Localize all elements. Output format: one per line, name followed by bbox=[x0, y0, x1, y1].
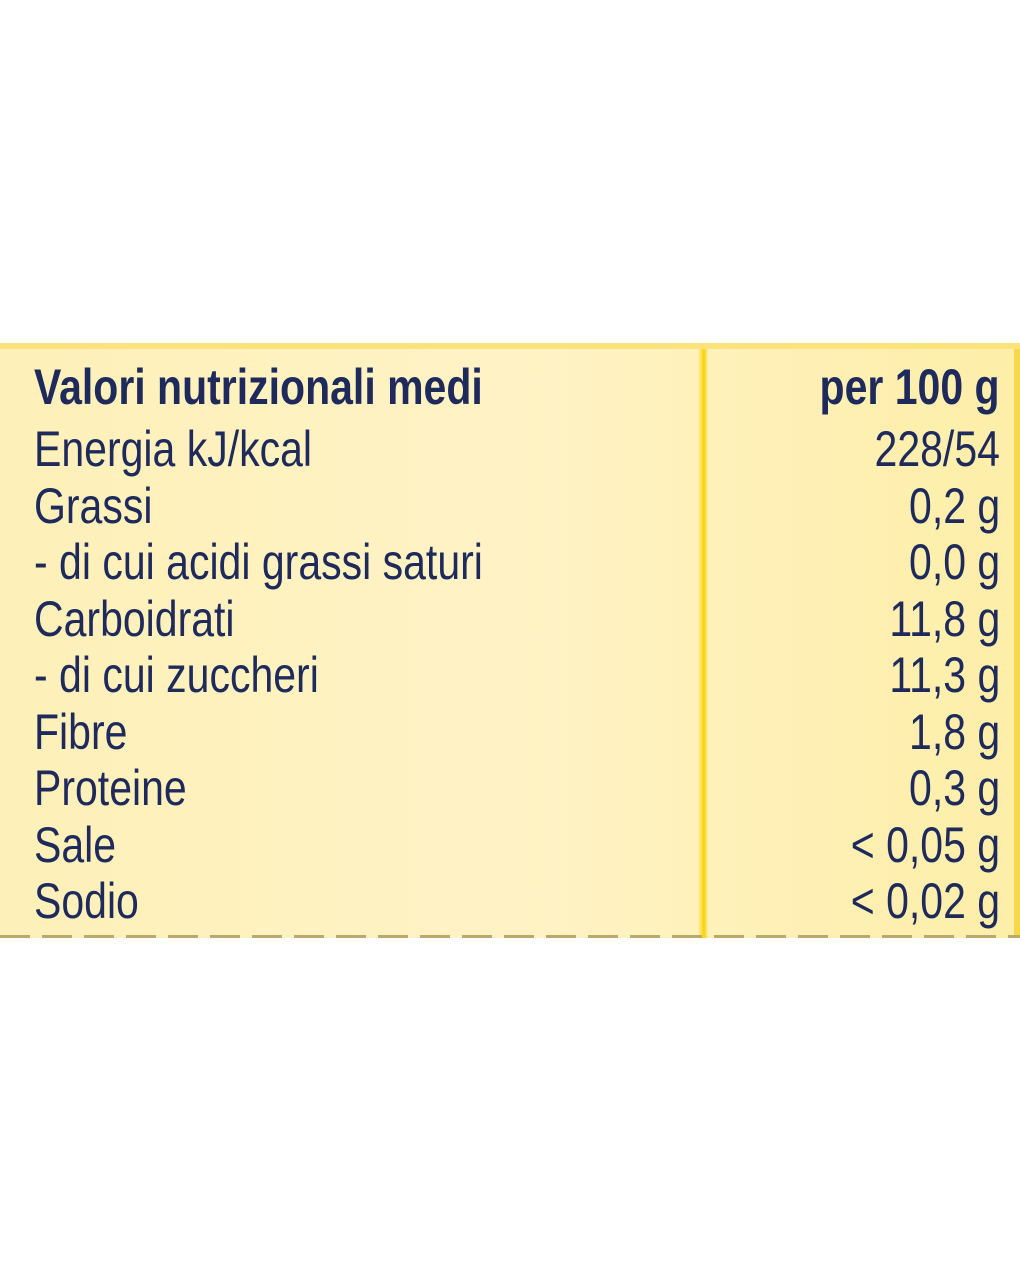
table-row: Energia kJ/kcal 228/54 bbox=[0, 421, 1020, 477]
nutrient-label: Proteine bbox=[34, 760, 187, 816]
nutrient-value: 11,3 g bbox=[889, 647, 1000, 703]
table-header: Valori nutrizionali medi per 100 g bbox=[0, 359, 1020, 415]
header-value: per 100 g bbox=[819, 359, 1000, 415]
nutrient-label: Carboidrati bbox=[34, 590, 235, 647]
nutrient-label: Grassi bbox=[34, 477, 153, 534]
table-row: Grassi 0,2 g bbox=[0, 478, 1020, 534]
nutrient-value: 11,8 g bbox=[889, 590, 1000, 647]
nutrition-table: Valori nutrizionali medi per 100 g Energ… bbox=[0, 343, 1020, 938]
nutrient-label: - di cui acidi grassi saturi bbox=[34, 534, 483, 590]
column-divider bbox=[698, 349, 708, 938]
nutrient-label: Fibre bbox=[34, 703, 128, 760]
header-label: Valori nutrizionali medi bbox=[34, 359, 483, 415]
table-edge bbox=[1014, 349, 1020, 938]
nutrient-value: < 0,05 g bbox=[850, 816, 1000, 873]
table-row: - di cui zuccheri 11,3 g bbox=[0, 647, 1020, 703]
nutrient-value: 0,3 g bbox=[908, 760, 1000, 816]
nutrient-value: 0,0 g bbox=[908, 534, 1000, 590]
table-row: Proteine 0,3 g bbox=[0, 760, 1020, 816]
nutrient-label: Sale bbox=[34, 816, 117, 873]
table-row: Fibre 1,8 g bbox=[0, 704, 1020, 760]
table-row: Sodio < 0,02 g bbox=[0, 873, 1020, 929]
table-row: Sale < 0,05 g bbox=[0, 817, 1020, 873]
table-row: - di cui acidi grassi saturi 0,0 g bbox=[0, 534, 1020, 590]
nutrient-value: 0,2 g bbox=[908, 477, 1000, 534]
table-row: Carboidrati 11,8 g bbox=[0, 591, 1020, 647]
nutrient-value: 1,8 g bbox=[908, 703, 1000, 760]
nutrient-value: < 0,02 g bbox=[850, 873, 1000, 929]
nutrient-label: Energia kJ/kcal bbox=[34, 421, 313, 477]
nutrient-value: 228/54 bbox=[874, 421, 1000, 477]
nutrient-label: Sodio bbox=[34, 873, 139, 929]
nutrient-label: - di cui zuccheri bbox=[34, 647, 319, 703]
